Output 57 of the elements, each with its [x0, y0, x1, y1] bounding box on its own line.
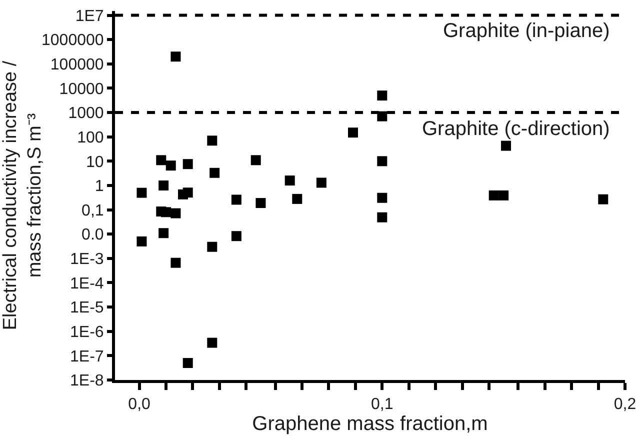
ref-line-label: Graphite (in-piane) [443, 20, 610, 42]
point [284, 176, 295, 186]
x-axis-title: Graphene mass fraction,m [252, 413, 488, 436]
point [158, 180, 169, 190]
ref-line-label: Graphite (c-direction) [422, 118, 610, 140]
y-tick-label: 1E-7 [70, 348, 104, 366]
y-tick-label: 1E-4 [70, 275, 104, 292]
y-tick-label: 0.0 [82, 226, 104, 244]
y-tick-label: 1000 [68, 105, 104, 122]
point [170, 208, 181, 218]
point [348, 128, 358, 138]
point [377, 212, 388, 222]
y-tick-label: 1E-8 [70, 372, 104, 390]
y-tick-label: 100000 [50, 56, 104, 74]
point [182, 159, 193, 170]
point [377, 90, 388, 101]
y-tick-label: 10000 [59, 80, 104, 98]
point [488, 190, 499, 200]
point [207, 242, 218, 252]
point [377, 192, 388, 203]
y-tick-label: 1 [94, 178, 104, 196]
y-tick-label: 1E-6 [70, 324, 104, 341]
y-tick-label: 100 [77, 129, 104, 146]
point [377, 111, 388, 122]
x-tick-label: 0,0 [128, 396, 151, 414]
point [250, 155, 261, 166]
point [136, 236, 147, 246]
point [501, 140, 511, 151]
point [170, 52, 181, 62]
point [170, 258, 181, 268]
point [161, 207, 171, 218]
y-tick-label: 1000000 [42, 32, 104, 50]
point [231, 231, 242, 242]
point [166, 160, 176, 171]
point [377, 156, 388, 166]
point [182, 188, 193, 198]
point [207, 136, 218, 146]
point [231, 194, 242, 205]
point [316, 178, 326, 188]
y-axis-title: Electrical conductivity increase / mass fraction,S m⁻³ [0, 60, 46, 330]
point [158, 228, 169, 238]
point [598, 194, 608, 204]
point [256, 198, 266, 208]
point [498, 190, 509, 200]
point [292, 194, 302, 204]
point [136, 188, 147, 198]
point [182, 358, 193, 368]
y-tick-label: 10 [86, 154, 104, 171]
y-tick-label: 1E-5 [70, 300, 104, 317]
x-tick-label: 0,1 [371, 396, 394, 414]
y-tick-label: 0,1 [82, 202, 104, 220]
y-tick-label: 1E-3 [70, 251, 104, 268]
x-tick-label: 0,2 [614, 396, 636, 414]
point [210, 168, 220, 178]
point [207, 338, 218, 348]
point [156, 155, 166, 166]
y-tick-label: 1E7 [75, 8, 104, 25]
